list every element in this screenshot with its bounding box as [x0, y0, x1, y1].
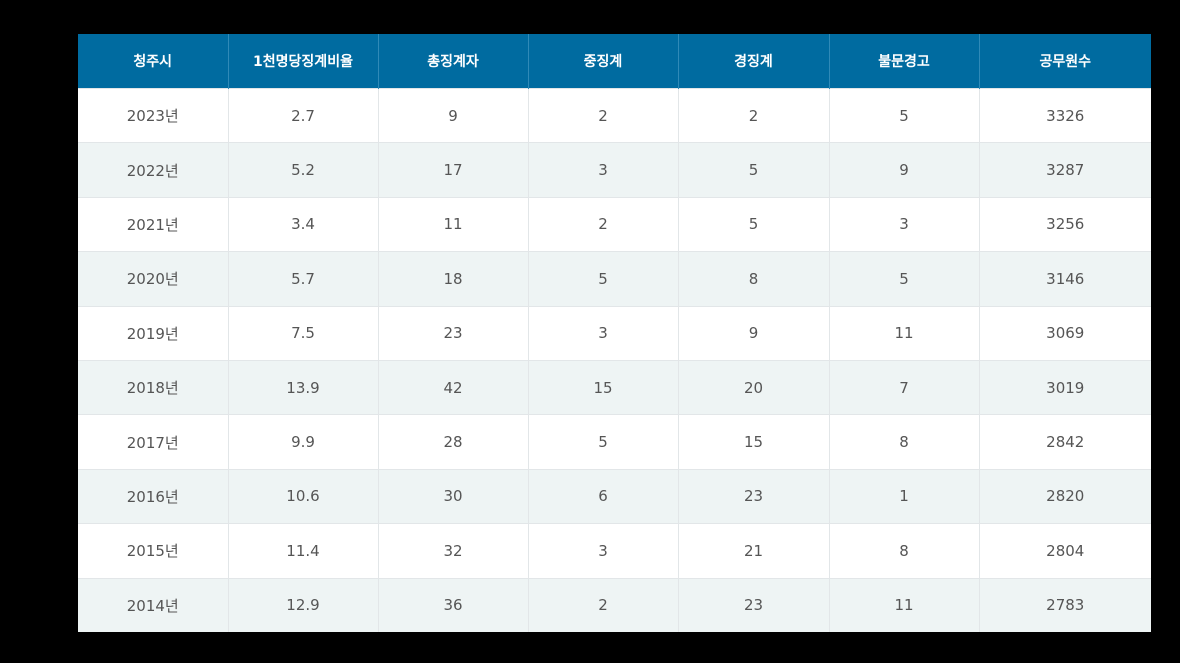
table-cell: 5.7 — [227, 251, 378, 307]
table-cell: 2020년 — [78, 251, 228, 307]
table-row: 2017년 9.9 28 5 15 8 2842 — [78, 414, 1151, 470]
table-cell: 15 — [677, 414, 829, 470]
table-cell: 8 — [828, 414, 979, 470]
table-cell: 10.6 — [227, 468, 378, 524]
header-cell: 청주시 — [78, 34, 228, 89]
table-cell: 2804 — [978, 523, 1151, 579]
table-cell: 9.9 — [227, 414, 378, 470]
table-cell: 15 — [527, 359, 678, 415]
table-cell: 9 — [828, 142, 979, 198]
table-cell: 23 — [677, 577, 829, 632]
table-cell: 32 — [377, 523, 528, 579]
table-cell: 23 — [677, 468, 829, 524]
table-cell: 2 — [527, 577, 678, 632]
table-cell: 3256 — [978, 196, 1151, 252]
table-cell: 3146 — [978, 251, 1151, 307]
table-cell: 3287 — [978, 142, 1151, 198]
table-cell: 2 — [527, 196, 678, 252]
table-cell: 5 — [828, 87, 979, 143]
table-cell: 36 — [377, 577, 528, 632]
table-row: 2022년 5.2 17 3 5 9 3287 — [78, 142, 1151, 198]
table-cell: 12.9 — [227, 577, 378, 632]
table-cell: 2018년 — [78, 359, 228, 415]
table-cell: 21 — [677, 523, 829, 579]
table-cell: 3 — [527, 142, 678, 198]
table-cell: 2021년 — [78, 196, 228, 252]
table-cell: 1 — [828, 468, 979, 524]
table-cell: 3.4 — [227, 196, 378, 252]
table-cell: 2016년 — [78, 468, 228, 524]
table-cell: 3 — [527, 523, 678, 579]
table-row: 2014년 12.9 36 2 23 11 2783 — [78, 577, 1151, 632]
table-row: 2023년 2.7 9 2 2 5 3326 — [78, 87, 1151, 143]
table-cell: 18 — [377, 251, 528, 307]
table-cell: 8 — [828, 523, 979, 579]
table-cell: 30 — [377, 468, 528, 524]
table-cell: 42 — [377, 359, 528, 415]
table-cell: 13.9 — [227, 359, 378, 415]
table-cell: 20 — [677, 359, 829, 415]
table-cell: 5 — [527, 251, 678, 307]
header-cell: 경징계 — [677, 34, 829, 89]
table-cell: 2842 — [978, 414, 1151, 470]
table-cell: 3326 — [978, 87, 1151, 143]
header-cell: 불문경고 — [828, 34, 979, 89]
table-cell: 5 — [677, 142, 829, 198]
table-cell: 6 — [527, 468, 678, 524]
table-cell: 9 — [377, 87, 528, 143]
table-cell: 3 — [527, 305, 678, 361]
table-cell: 3019 — [978, 359, 1151, 415]
table-cell: 3069 — [978, 305, 1151, 361]
table-cell: 11 — [828, 305, 979, 361]
table-cell: 7.5 — [227, 305, 378, 361]
table-cell: 3 — [828, 196, 979, 252]
table-row: 2019년 7.5 23 3 9 11 3069 — [78, 305, 1151, 361]
table-cell: 2022년 — [78, 142, 228, 198]
table-cell: 5.2 — [227, 142, 378, 198]
header-row: 청주시 1천명당징계비율 총징계자 중징계 경징계 불문경고 공무원수 — [78, 34, 1151, 89]
table-cell: 7 — [828, 359, 979, 415]
table-cell: 5 — [677, 196, 829, 252]
table-cell: 17 — [377, 142, 528, 198]
header-cell: 공무원수 — [978, 34, 1151, 89]
table-cell: 5 — [527, 414, 678, 470]
table-row: 2021년 3.4 11 2 5 3 3256 — [78, 196, 1151, 252]
table-cell: 23 — [377, 305, 528, 361]
table-body: 2023년 2.7 9 2 2 5 3326 2022년 5.2 17 3 5 9 3287 2021년 3.… — [78, 87, 1151, 632]
table-cell: 2 — [527, 87, 678, 143]
table-cell: 2023년 — [78, 87, 228, 143]
table-cell: 2820 — [978, 468, 1151, 524]
table-cell: 11.4 — [227, 523, 378, 579]
table-cell: 2015년 — [78, 523, 228, 579]
table-cell: 11 — [377, 196, 528, 252]
table-row: 2016년 10.6 30 6 23 1 2820 — [78, 468, 1151, 524]
table-cell: 2014년 — [78, 577, 228, 632]
header-cell: 1천명당징계비율 — [227, 34, 378, 89]
table-row: 2020년 5.7 18 5 8 5 3146 — [78, 251, 1151, 307]
table-cell: 28 — [377, 414, 528, 470]
table-row: 2018년 13.9 42 15 20 7 3019 — [78, 359, 1151, 415]
table-cell: 2017년 — [78, 414, 228, 470]
table-cell: 2783 — [978, 577, 1151, 632]
table-cell: 11 — [828, 577, 979, 632]
header-cell: 총징계자 — [377, 34, 528, 89]
table-row: 2015년 11.4 32 3 21 8 2804 — [78, 523, 1151, 579]
table-cell: 5 — [828, 251, 979, 307]
table-cell: 9 — [677, 305, 829, 361]
table-cell: 2.7 — [227, 87, 378, 143]
table-cell: 2019년 — [78, 305, 228, 361]
table-cell: 8 — [677, 251, 829, 307]
header-cell: 중징계 — [527, 34, 678, 89]
table-cell: 2 — [677, 87, 829, 143]
data-table: 청주시 1천명당징계비율 총징계자 중징계 경징계 불문경고 공무원수 2023년 2.7 9 2… — [78, 34, 1151, 632]
